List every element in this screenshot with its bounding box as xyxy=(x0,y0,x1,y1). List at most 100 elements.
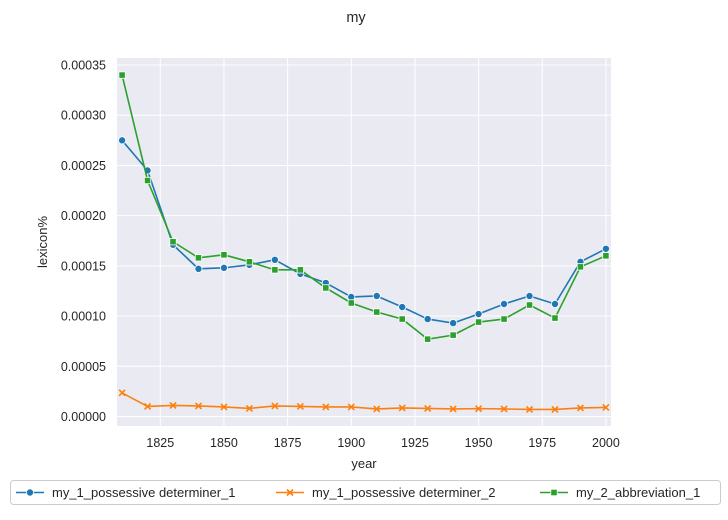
data-point xyxy=(372,291,381,300)
x-axis-label: year xyxy=(351,456,377,471)
x-marker-stroke xyxy=(118,389,126,397)
x-marker-stroke xyxy=(286,488,294,497)
data-point xyxy=(322,284,330,292)
data-point xyxy=(525,405,534,413)
x-marker-stroke xyxy=(169,401,177,409)
data-point xyxy=(525,301,534,309)
data-point xyxy=(270,255,279,264)
data-point xyxy=(271,402,279,410)
chart-title: my xyxy=(346,10,366,26)
x-marker-stroke xyxy=(398,404,406,412)
series-line xyxy=(121,392,606,411)
data-point xyxy=(194,254,203,262)
data-point xyxy=(500,300,509,309)
y-tick-label: 0.00035 xyxy=(61,59,106,73)
x-marker-stroke xyxy=(347,403,355,411)
y-tick-label: 0.00000 xyxy=(61,410,106,424)
data-point xyxy=(169,238,177,246)
data-point xyxy=(398,404,406,412)
x-marker-stroke xyxy=(424,404,432,412)
y-tick-label: 0.00020 xyxy=(61,209,106,223)
series-layer xyxy=(118,71,610,413)
x-marker-stroke xyxy=(576,404,585,412)
data-point xyxy=(373,405,381,413)
data-point xyxy=(194,264,203,273)
legend-label: my_2_abbreviation_1 xyxy=(576,485,700,500)
x-marker-stroke xyxy=(475,405,483,413)
x-marker-stroke xyxy=(220,403,228,411)
y-axis-label: lexicon% xyxy=(35,216,50,268)
data-point xyxy=(271,266,279,274)
data-point xyxy=(398,303,407,312)
x-marker-stroke xyxy=(500,405,508,413)
data-point xyxy=(347,403,355,411)
legend-frame xyxy=(10,480,721,505)
x-tick-label: 1825 xyxy=(146,436,174,450)
x-marker-stroke xyxy=(602,403,610,411)
data-point xyxy=(601,244,610,253)
series-line xyxy=(121,139,607,324)
x-marker-stroke xyxy=(322,403,330,411)
data-point xyxy=(500,315,508,323)
legend-entry-1: my_1_possessive determiner_1 xyxy=(16,485,236,500)
data-point xyxy=(576,404,585,412)
legend-label: my_1_possessive determiner_1 xyxy=(52,485,236,500)
legend-marker xyxy=(550,488,558,497)
x-marker-stroke xyxy=(449,405,457,413)
data-point xyxy=(551,405,559,413)
y-tick-label: 0.00015 xyxy=(61,259,106,273)
x-marker-stroke xyxy=(194,402,203,410)
x-marker-stroke xyxy=(525,405,534,413)
legend-marker xyxy=(286,488,294,497)
data-point xyxy=(423,315,432,324)
data-point xyxy=(373,308,381,316)
plot-background xyxy=(117,58,611,426)
x-tick-label: 1875 xyxy=(274,436,302,450)
data-point xyxy=(118,389,126,397)
data-point xyxy=(296,402,304,410)
x-marker-stroke xyxy=(551,405,559,413)
data-point xyxy=(143,402,152,410)
data-point xyxy=(219,263,228,272)
data-point xyxy=(245,258,254,266)
data-point xyxy=(475,405,483,413)
x-tick-label: 1850 xyxy=(210,436,238,450)
x-tick-label: 1900 xyxy=(337,436,365,450)
legend-marker xyxy=(25,488,34,497)
legend-entry-3: my_2_abbreviation_1 xyxy=(540,485,700,500)
legend: my_1_possessive determiner_1 my_1_possess… xyxy=(10,480,721,505)
x-tick-label: 1950 xyxy=(465,436,493,450)
data-point xyxy=(500,405,508,413)
data-point xyxy=(118,136,127,145)
data-point xyxy=(576,263,585,271)
x-marker-stroke xyxy=(373,405,381,413)
data-point xyxy=(449,331,457,339)
series-line xyxy=(121,74,607,340)
y-tick-label: 0.00010 xyxy=(61,310,106,324)
data-point xyxy=(169,401,177,409)
data-point xyxy=(424,404,432,412)
tick-labels: 1825 1850 1875 1900 1925 1950 1975 2000 0.00000 0… xyxy=(61,59,620,450)
series-2 xyxy=(118,389,610,413)
data-point xyxy=(220,403,228,411)
y-tick-label: 0.00005 xyxy=(61,360,106,374)
data-point xyxy=(143,176,152,185)
data-point xyxy=(551,314,559,322)
data-point xyxy=(245,404,253,412)
y-tick-label: 0.00030 xyxy=(61,109,106,123)
x-tick-label: 1925 xyxy=(401,436,429,450)
data-point xyxy=(449,319,458,328)
data-point xyxy=(424,335,432,343)
series-3 xyxy=(118,71,610,343)
data-point xyxy=(602,403,610,411)
data-point xyxy=(347,299,355,307)
data-point xyxy=(550,300,559,309)
data-point xyxy=(296,266,304,274)
legend-label: my_1_possessive determiner_2 xyxy=(312,485,496,500)
data-point xyxy=(525,291,534,300)
legend-entry-2: my_1_possessive determiner_2 xyxy=(276,485,496,500)
data-point xyxy=(118,71,126,79)
x-tick-label: 2000 xyxy=(592,436,620,450)
data-point xyxy=(194,402,203,410)
